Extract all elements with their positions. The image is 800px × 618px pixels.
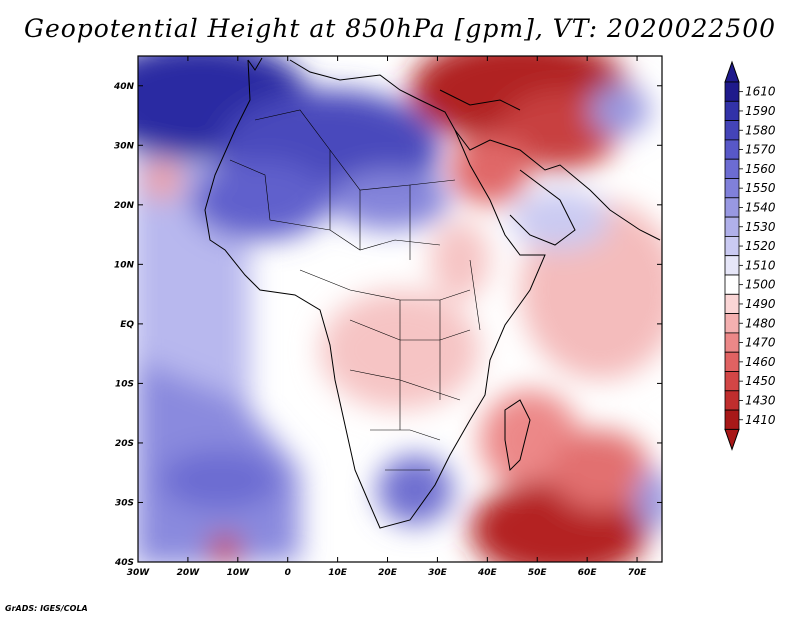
colorbar-label: 1530 [745, 220, 776, 234]
lat-tick-label: 40N [113, 82, 135, 92]
lon-tick-label: 30E [428, 568, 448, 578]
colorbar-swatch [724, 371, 740, 392]
axis-ticks [137, 56, 662, 563]
colorbar-swatch [724, 120, 740, 141]
geopotential-field [138, 56, 662, 562]
colorbar-swatch [724, 255, 740, 276]
colorbar-swatch [724, 409, 740, 430]
colorbar-swatch [724, 216, 740, 237]
lon-tick-label: 10E [328, 568, 348, 578]
colorbar-swatch [724, 100, 740, 122]
colorbar-bottom-arrow [724, 428, 740, 451]
colorbar-label: 1540 [745, 200, 776, 214]
colorbar-label: 1580 [745, 123, 776, 137]
colorbar-swatch [724, 313, 740, 334]
colorbar: 1610 1590 1580 1570 1560 1550 1540 1530 1520 1510… [724, 60, 776, 451]
colorbar-label: 1570 [745, 143, 776, 157]
colorbar-label: 1460 [745, 355, 776, 369]
lon-tick-label: 40E [477, 568, 498, 578]
colorbar-label: 1450 [745, 374, 776, 388]
lat-tick-label: 20S [115, 439, 134, 449]
lon-tick-label: 10W [227, 568, 251, 578]
colorbar-swatch [724, 158, 740, 179]
colorbar-swatch [724, 197, 740, 218]
lon-tick-label: 50E [528, 568, 548, 578]
colorbar-label: 1470 [745, 336, 776, 350]
lat-tick-label: 30S [115, 498, 134, 508]
grads-credit: GrADS: IGES/COLA [5, 604, 88, 613]
colorbar-label: 1480 [745, 316, 776, 330]
colorbar-swatch [724, 235, 740, 257]
colorbar-swatch [724, 178, 740, 199]
colorbar-label: 1550 [745, 181, 776, 195]
colorbar-top-arrow [724, 60, 740, 83]
colorbar-swatch [724, 274, 740, 295]
colorbar-swatch [724, 332, 740, 353]
colorbar-label: 1430 [745, 393, 776, 407]
lat-tick-label: 10S [115, 379, 134, 389]
lon-tick-label: 30W [127, 568, 151, 578]
lon-tick-label: 70E [628, 568, 648, 578]
plot-frame [137, 55, 663, 563]
colorbar-swatch [724, 390, 740, 411]
colorbar-swatch [724, 351, 740, 372]
colorbar-label: 1520 [745, 239, 776, 253]
lon-tick-label: 20E [378, 568, 398, 578]
colorbar-label: 1560 [745, 162, 776, 176]
colorbar-label: 1590 [745, 104, 776, 118]
lat-tick-label: EQ [120, 320, 134, 330]
map-title: Geopotential Height at 850hPa [gpm], VT:… [23, 14, 777, 43]
lat-tick-label: 40S [114, 558, 134, 568]
colorbar-label: 1500 [745, 278, 776, 292]
lon-tick-label: 20W [177, 568, 201, 578]
lat-tick-label: 20N [114, 201, 135, 211]
country-borders [229, 109, 481, 471]
lon-tick-label: 0 [285, 568, 291, 578]
colorbar-label: 1610 [745, 85, 776, 99]
colorbar-swatch [724, 293, 740, 314]
latitude-labels: 40N 30N 20N 10N EQ 10S 20S 30S 40S [113, 82, 135, 568]
longitude-labels: 30W 20W 10W 0 10E 20E 30E 40E 50E 60E 70E [127, 568, 647, 578]
colorbar-label: 1510 [745, 258, 776, 272]
lat-tick-label: 30N [114, 141, 135, 151]
colorbar-swatch [724, 81, 740, 102]
lon-tick-label: 60E [578, 568, 598, 578]
lat-tick-label: 10N [114, 260, 135, 270]
coastlines [204, 57, 661, 529]
colorbar-label: 1490 [745, 297, 776, 311]
colorbar-swatch [724, 139, 740, 160]
colorbar-label: 1410 [745, 413, 776, 427]
